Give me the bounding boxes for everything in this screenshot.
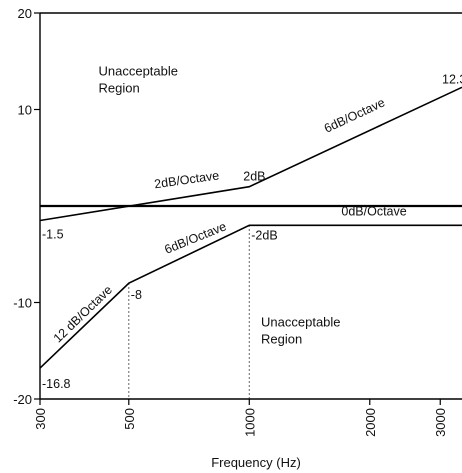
y-tick-label-2: -10	[13, 296, 32, 311]
x-tick-label-0: 300	[33, 408, 48, 430]
x-tick-label-1: 500	[122, 408, 137, 430]
x-tick-label-3: 2000	[363, 408, 378, 437]
slope-label-4: 12 dB/Octave	[51, 283, 115, 346]
x-tick-label-4: 3000	[433, 408, 448, 437]
region-label-1-line-1: Region	[261, 332, 302, 347]
slope-label-0: 2dB/Octave	[153, 168, 220, 191]
y-tick-label-0: 20	[18, 6, 32, 21]
point-label-5: -16.8	[42, 377, 71, 391]
y-tick-label-1: 10	[18, 103, 32, 118]
point-label-4: -2dB	[251, 228, 277, 242]
point-label-0: -1.5	[42, 227, 64, 241]
slope-label-2: 0dB/Octave	[341, 205, 406, 219]
y-tick-label-3: -20	[13, 392, 32, 407]
x-axis-title: Frequency (Hz)	[211, 455, 301, 470]
region-label-1-line-0: Unacceptable	[261, 315, 341, 330]
region-label-0-line-1: Region	[98, 81, 139, 96]
point-label-3: -8	[131, 288, 142, 302]
point-label-1: 2dB	[243, 170, 265, 184]
lower-limit-line	[39, 224, 462, 369]
point-label-2: 12.3	[442, 72, 462, 86]
region-label-0-line-0: Unacceptable	[98, 64, 177, 79]
upper-limit-line	[39, 86, 462, 222]
x-tick-label-2: 1000	[242, 408, 257, 437]
slope-label-1: 6dB/Octave	[322, 95, 387, 135]
